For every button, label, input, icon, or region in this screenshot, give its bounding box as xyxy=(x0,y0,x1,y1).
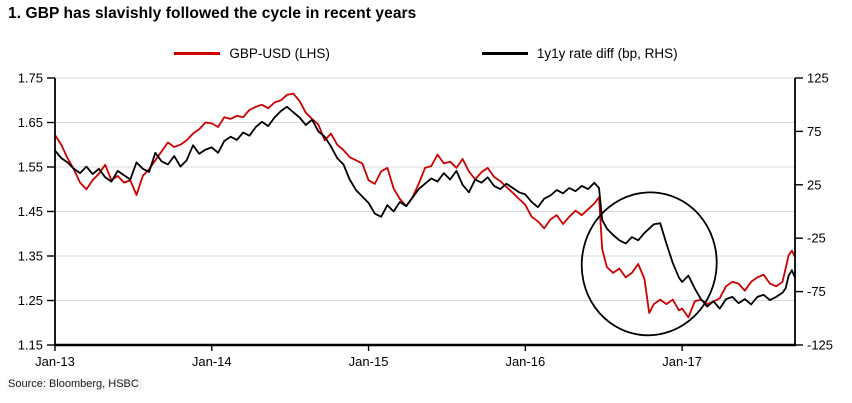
series-line-rate-diff xyxy=(54,105,796,310)
ellipse-annotation xyxy=(580,191,718,337)
left-axis-tick-label: 1.65 xyxy=(18,115,43,130)
right-axis-tick-label: 125 xyxy=(807,71,829,86)
axes xyxy=(47,77,803,351)
legend-label-rate-diff: 1y1y rate diff (bp, RHS) xyxy=(536,46,678,61)
right-axis-tick-label: -25 xyxy=(807,231,826,246)
right-axis-tick-label: 25 xyxy=(807,177,821,192)
x-axis-tick-label: Jan-14 xyxy=(192,354,232,369)
right-axis-tick-label: -75 xyxy=(807,284,826,299)
chart-title: 1. GBP has slavishly followed the cycle … xyxy=(8,5,417,22)
series-lines xyxy=(54,92,796,319)
left-axis-tick-label: 1.25 xyxy=(18,293,43,308)
axis-tick-labels: 1.75 1.65 1.55 1.45 1.35 1.25 1.15 125 75 25 -25 -7… xyxy=(18,71,833,370)
left-axis-tick-label: 1.55 xyxy=(18,160,43,175)
legend-item-gbp-usd: GBP-USD (LHS) xyxy=(174,46,330,61)
chart-legend: GBP-USD (LHS) 1y1y rate diff (bp, RHS) xyxy=(0,46,852,61)
black-line-swatch-icon xyxy=(481,52,528,55)
left-axis-tick-label: 1.15 xyxy=(18,338,43,353)
right-axis-tick-label: -125 xyxy=(807,338,833,353)
x-axis-tick-label: Jan-13 xyxy=(35,354,75,369)
right-axis-tick-label: 75 xyxy=(807,124,821,139)
left-axis-tick-label: 1.45 xyxy=(18,204,43,219)
x-axis-tick-label: Jan-15 xyxy=(349,354,389,369)
red-line-swatch-icon xyxy=(174,52,221,55)
highlight-ellipse xyxy=(580,191,718,337)
x-axis-tick-label: Jan-17 xyxy=(662,354,702,369)
gridlines xyxy=(55,77,795,301)
series-line-gbp-usd xyxy=(54,92,796,319)
left-axis-tick-label: 1.35 xyxy=(18,249,43,264)
source-note: Source: Bloomberg, HSBC xyxy=(7,378,142,391)
legend-item-rate-diff: 1y1y rate diff (bp, RHS) xyxy=(481,46,678,61)
legend-label-gbp-usd: GBP-USD (LHS) xyxy=(229,46,330,61)
x-axis-tick-label: Jan-16 xyxy=(505,354,545,369)
left-axis-tick-label: 1.75 xyxy=(18,71,43,86)
